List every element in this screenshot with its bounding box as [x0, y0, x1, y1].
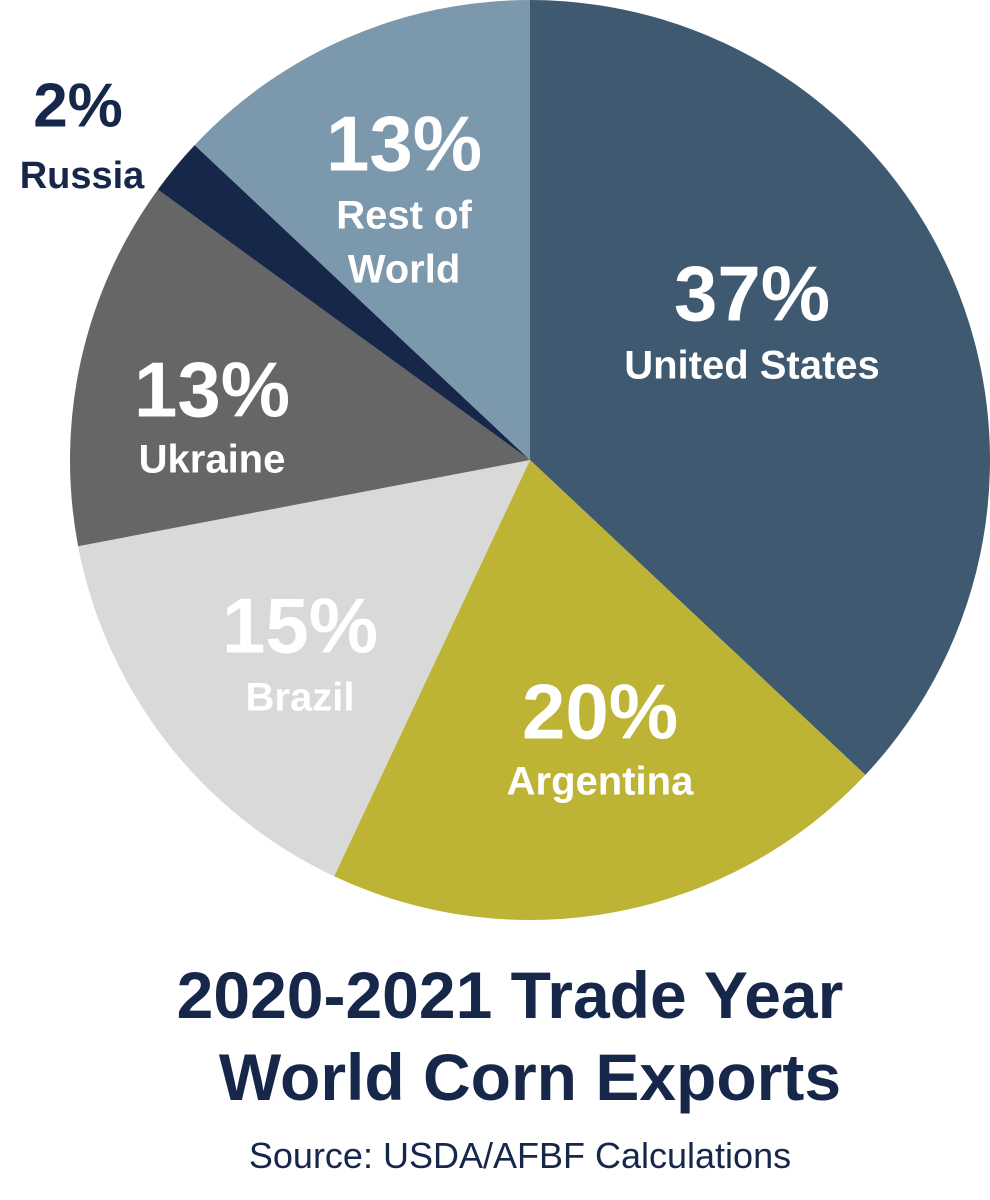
slice-value-label-rest-of-world: 13% — [326, 100, 482, 188]
pie-slice-rest-of-world — [194, 0, 531, 460]
pie-chart: 37% United States 20%Argentina 15% Brazil 13%… — [20, 0, 990, 921]
slice-category-label-russia: Russia — [20, 155, 145, 197]
pie-slice-united-states — [530, 0, 990, 775]
slice-value-label-argentina: 20% — [522, 668, 678, 756]
slice-category-label-rest-of-world-line-2: World — [348, 248, 461, 292]
slice-category-label-argentina: Argentina — [507, 760, 694, 804]
pie-slice-brazil — [78, 460, 531, 877]
slice-value-label-brazil: 15% — [222, 582, 378, 670]
chart-subtitle: World Corn Exports — [218, 1040, 842, 1114]
slice-value-label-russia: 2% — [33, 71, 123, 140]
slice-value-label-ukraine: 13% — [134, 346, 290, 434]
slice-category-label-rest-of-world-line-1: Rest of — [336, 194, 472, 238]
slice-category-label-brazil: Brazil — [246, 676, 355, 720]
slice-category-label-united-states: United States — [624, 344, 880, 388]
pie-slice-ukraine — [70, 189, 530, 547]
slice-value-label-united-states: 37% — [674, 250, 830, 338]
slice-category-label-ukraine: Ukraine — [139, 438, 286, 482]
chart-title: 2020-2021 Trade Year — [176, 958, 844, 1032]
chart-source: Source: USDA/AFBF Calculations — [248, 1135, 792, 1176]
pie-slice-russia — [157, 145, 530, 461]
pie-slice-argentina — [334, 460, 866, 921]
